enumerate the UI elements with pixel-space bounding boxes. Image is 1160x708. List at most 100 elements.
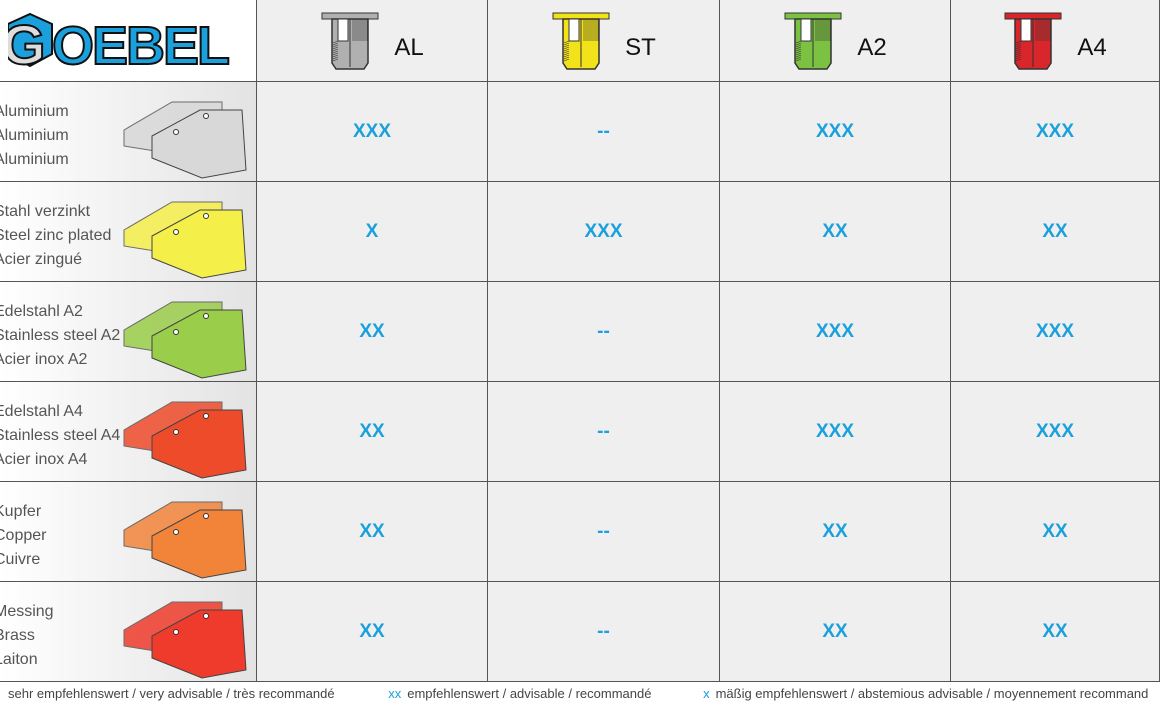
- material-name: Cuivre: [0, 551, 41, 568]
- material-name: Stainless steel A2: [0, 327, 121, 344]
- legend-item-x: x mäßig empfehlenswert / abstemious advis…: [703, 686, 1149, 701]
- rating-value: XX: [359, 420, 385, 442]
- material-name: Brass: [0, 627, 35, 644]
- logo-cell: G OEBEL: [0, 0, 257, 82]
- rating-value: XX: [822, 220, 848, 242]
- rating-cell: XXX: [951, 82, 1160, 182]
- column-header-st: ST: [488, 0, 720, 82]
- rating-value: XX: [359, 320, 385, 342]
- material-name: Stahl verzinkt: [0, 203, 91, 220]
- material-name: Acier zingué: [0, 251, 83, 268]
- goebel-logo: G OEBEL: [8, 12, 232, 76]
- material-cell: Edelstahl A4 Stainless steel A4 Acier inox…: [0, 382, 257, 482]
- rating-cell: XX: [257, 282, 488, 382]
- material-name: Aluminium: [0, 151, 69, 168]
- material-plate-icon: [123, 401, 247, 479]
- rating-cell: --: [488, 582, 720, 682]
- material-names: Stahl verzinkt Steel zinc plated Acier zin…: [0, 200, 111, 272]
- rating-cell: XX: [951, 482, 1160, 582]
- svg-text:OEBEL: OEBEL: [52, 16, 229, 76]
- legend-item-xx: xx empfehlenswert / advisable / recommand…: [388, 686, 652, 701]
- material-name: Acier inox A4: [0, 451, 88, 468]
- material-name: Messing: [0, 603, 54, 620]
- material-cell: Edelstahl A2 Stainless steel A2 Acier inox…: [0, 282, 257, 382]
- material-name: Edelstahl A2: [0, 303, 83, 320]
- column-label: ST: [625, 33, 656, 61]
- rivet-nut-icon: [1004, 12, 1062, 70]
- rivet-nut-icon: [552, 12, 610, 70]
- rating-value: --: [597, 620, 610, 642]
- column-label: A2: [857, 33, 887, 61]
- rating-value: --: [597, 120, 610, 142]
- rating-cell: --: [488, 82, 720, 182]
- rivet-nut-icon: [321, 12, 379, 70]
- rating-value: XX: [359, 620, 385, 642]
- rating-cell: XXX: [720, 282, 951, 382]
- material-cell: Kupfer Copper Cuivre: [0, 482, 257, 582]
- rating-cell: XXX: [720, 82, 951, 182]
- rating-cell: --: [488, 482, 720, 582]
- rating-cell: XXX: [257, 82, 488, 182]
- material-plate-icon: [123, 301, 247, 379]
- rating-cell: XX: [257, 482, 488, 582]
- rating-cell: XX: [720, 482, 951, 582]
- rating-value: --: [597, 420, 610, 442]
- column-header-a2: A2: [720, 0, 951, 82]
- rating-value: XX: [1042, 620, 1068, 642]
- column-label: A4: [1077, 33, 1107, 61]
- svg-text:G: G: [8, 13, 46, 76]
- rating-cell: XXX: [951, 282, 1160, 382]
- material-name: Copper: [0, 527, 47, 544]
- rating-cell: XXX: [488, 182, 720, 282]
- rating-value: XXX: [352, 120, 392, 142]
- legend: sehr empfehlenswert / very advisable / t…: [8, 686, 1148, 701]
- material-name: Aluminium: [0, 103, 69, 120]
- material-name: Steel zinc plated: [0, 227, 112, 244]
- rating-value: --: [597, 520, 610, 542]
- material-plate-icon: [123, 601, 247, 679]
- rating-value: XXX: [815, 320, 855, 342]
- rating-cell: --: [488, 382, 720, 482]
- material-names: Kupfer Copper Cuivre: [0, 500, 46, 572]
- rating-value: XXX: [815, 420, 855, 442]
- rating-value: XXX: [1035, 320, 1075, 342]
- material-plate-icon: [123, 101, 247, 179]
- material-names: Edelstahl A4 Stainless steel A4 Acier inox…: [0, 400, 120, 472]
- material-plate-icon: [123, 201, 247, 279]
- material-name: Kupfer: [0, 503, 42, 520]
- column-header-al: AL: [257, 0, 488, 82]
- rating-value: --: [597, 320, 610, 342]
- material-cell: Messing Brass Laiton: [0, 582, 257, 682]
- rating-cell: XX: [951, 582, 1160, 682]
- rating-value: X: [365, 220, 379, 242]
- rating-value: XX: [1042, 520, 1068, 542]
- material-name: Acier inox A2: [0, 351, 88, 368]
- rating-value: XXX: [584, 220, 623, 242]
- rating-cell: XXX: [720, 382, 951, 482]
- rating-value: XX: [359, 520, 385, 542]
- material-name: Aluminium: [0, 127, 69, 144]
- rivet-nut-icon: [784, 12, 842, 70]
- material-names: Messing Brass Laiton: [0, 600, 54, 672]
- rating-cell: XX: [257, 582, 488, 682]
- rating-cell: XXX: [951, 382, 1160, 482]
- rating-cell: XX: [720, 582, 951, 682]
- material-name: Stainless steel A4: [0, 427, 121, 444]
- column-label: AL: [394, 33, 424, 61]
- rating-cell: X: [257, 182, 488, 282]
- legend-item-xxx: sehr empfehlenswert / very advisable / t…: [8, 686, 335, 701]
- material-name: Edelstahl A4: [0, 403, 83, 420]
- rating-cell: --: [488, 282, 720, 382]
- rating-value: XXX: [1035, 420, 1075, 442]
- rating-value: XXX: [1035, 120, 1075, 142]
- material-cell: Aluminium Aluminium Aluminium: [0, 82, 257, 182]
- column-header-a4: A4: [951, 0, 1160, 82]
- rating-value: XX: [822, 620, 848, 642]
- rating-value: XX: [822, 520, 848, 542]
- rating-value: XXX: [815, 120, 855, 142]
- rating-value: XX: [1042, 220, 1068, 242]
- rating-cell: XX: [720, 182, 951, 282]
- material-names: Aluminium Aluminium Aluminium: [0, 100, 69, 172]
- material-name: Laiton: [0, 651, 38, 668]
- compatibility-table: G OEBEL AL ST A2 A4 Aluminium Aluminium Alumi…: [0, 0, 1160, 682]
